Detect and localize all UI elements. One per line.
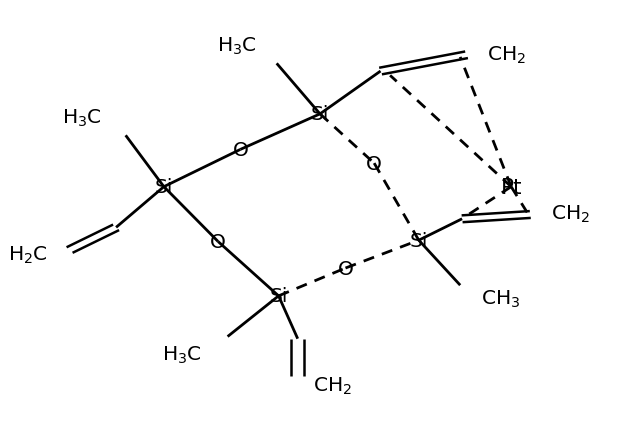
Text: Si: Si [269, 287, 288, 306]
Text: CH$_2$: CH$_2$ [551, 203, 590, 225]
Text: H$_3$C: H$_3$C [63, 108, 102, 129]
Text: CH$_3$: CH$_3$ [481, 288, 520, 309]
Text: H$_3$C: H$_3$C [162, 344, 202, 366]
Text: CH$_2$: CH$_2$ [314, 375, 352, 396]
Text: Si: Si [410, 231, 428, 250]
Text: CH$_2$: CH$_2$ [487, 44, 526, 65]
Text: H$_3$C: H$_3$C [216, 36, 257, 57]
Text: O: O [337, 259, 353, 278]
Text: O: O [366, 154, 382, 173]
Text: O: O [232, 141, 248, 160]
Text: Si: Si [155, 178, 173, 197]
Text: Pt: Pt [500, 177, 522, 197]
Text: O: O [210, 233, 226, 252]
Text: H$_2$C: H$_2$C [8, 244, 48, 265]
Text: Si: Si [311, 105, 329, 124]
